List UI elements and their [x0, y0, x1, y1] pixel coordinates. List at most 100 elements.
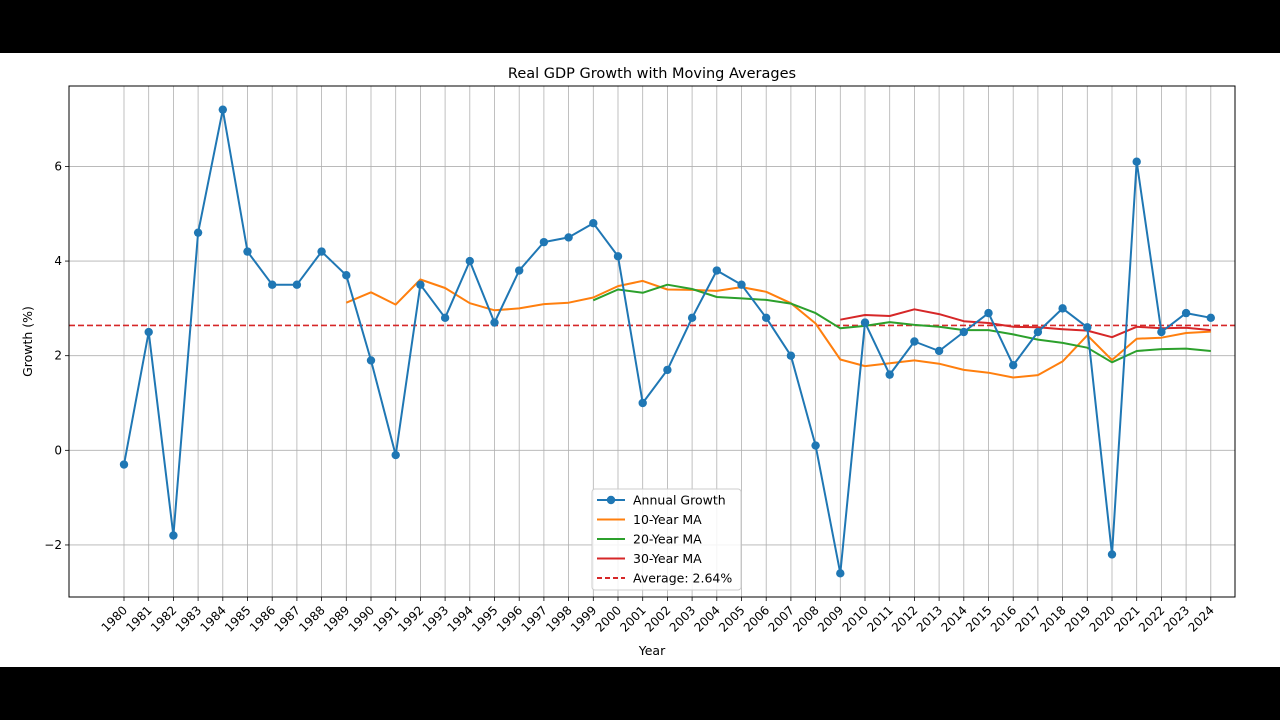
x-tick-label: 1996: [494, 603, 525, 634]
x-tick-label: 1995: [469, 603, 500, 634]
data-point: [836, 569, 845, 578]
data-point: [786, 351, 796, 360]
y-tick-label: 4: [54, 254, 62, 268]
data-point: [687, 313, 697, 323]
data-point: [268, 280, 277, 289]
data-point: [539, 237, 549, 247]
data-point: [342, 271, 351, 280]
x-tick-label: 1994: [444, 603, 475, 634]
legend-label-average-2-64: Average: 2.64%: [633, 571, 732, 586]
data-point: [366, 356, 376, 365]
y-axis-ticks: −2 0 2 4 6: [44, 159, 69, 552]
x-tick-label: 2011: [864, 603, 895, 634]
legend-box: [591, 488, 742, 591]
data-point: [416, 280, 425, 289]
x-tick-label: 1999: [568, 603, 599, 634]
y-axis-label: Growth (%): [20, 306, 35, 377]
y-tick-label: 0: [54, 443, 62, 457]
legend: Annual Growth 10-Year MA 20-Year MA 30-Year…: [591, 488, 742, 591]
data-point: [959, 327, 968, 337]
x-tick-label: 2018: [1037, 603, 1068, 634]
x-tick-label: 1998: [543, 603, 574, 634]
x-tick-label: 2015: [963, 603, 994, 634]
data-point: [1206, 313, 1216, 323]
x-tick-label: 1983: [173, 603, 204, 634]
x-tick-label: 2008: [790, 603, 821, 634]
data-point: [934, 346, 944, 356]
legend-label-annual-growth: Annual Growth: [633, 493, 726, 508]
data-point: [762, 313, 771, 323]
data-point: [292, 280, 302, 289]
data-point: [1083, 323, 1092, 332]
data-point: [515, 266, 524, 275]
data-point: [712, 266, 721, 275]
x-tick-label: 1993: [420, 603, 451, 634]
x-tick-label: 2019: [1062, 603, 1093, 634]
data-point: [169, 531, 178, 540]
x-tick-label: 1987: [272, 603, 303, 634]
data-point: [1107, 550, 1117, 559]
x-tick-label: 2020: [1087, 603, 1118, 634]
data-point: [1132, 157, 1141, 166]
x-tick-label: 2006: [741, 603, 772, 634]
data-point: [490, 318, 499, 327]
30-year-ma-series: [840, 308, 1211, 339]
x-tick-label: 1981: [123, 603, 154, 634]
x-tick-label: 2016: [988, 603, 1019, 634]
data-point: [589, 219, 598, 228]
x-tick-label: 2004: [691, 603, 722, 634]
y-tick-label: 2: [54, 349, 62, 363]
x-axis-label: Year: [638, 643, 666, 658]
x-tick-label: 2005: [716, 603, 747, 634]
data-point: [119, 460, 129, 469]
data-point: [1058, 304, 1067, 313]
x-tick-label: 1980: [99, 603, 130, 634]
20-year-ma-line: [592, 283, 1211, 364]
x-tick-label: 1988: [296, 603, 327, 634]
legend-label-20-year-ma: 20-Year MA: [633, 532, 702, 547]
10-year-ma-series: [345, 278, 1211, 379]
x-tick-label: 1985: [222, 603, 253, 634]
x-tick-label: 2022: [1136, 603, 1167, 634]
y-tick-label: −2: [44, 538, 62, 552]
x-tick-label: 2014: [938, 603, 969, 634]
data-point: [1033, 327, 1043, 337]
x-tick-label: 1991: [370, 603, 401, 634]
legend-label-10-year-ma: 10-Year MA: [633, 512, 702, 527]
chart-title: Real GDP Growth with Moving Averages: [508, 66, 796, 82]
x-tick-label: 2009: [815, 603, 846, 634]
x-tick-label: 1992: [395, 603, 426, 634]
x-tick-label: 2013: [914, 603, 945, 634]
data-point: [910, 337, 919, 346]
data-point: [564, 233, 573, 242]
x-tick-label: 2023: [1161, 603, 1192, 634]
x-tick-label: 2003: [667, 603, 698, 634]
legend-marker-annual-growth: [606, 495, 616, 505]
data-point: [193, 228, 203, 237]
x-tick-label: 2010: [840, 603, 871, 634]
x-tick-label: 2001: [617, 603, 648, 634]
x-tick-label: 1989: [321, 603, 352, 634]
x-tick-label: 1990: [346, 603, 377, 634]
y-tick-label: 6: [54, 159, 62, 173]
x-tick-label: 2007: [766, 603, 797, 634]
data-point: [1157, 327, 1166, 337]
10-year-ma-line: [345, 278, 1211, 379]
20-year-ma-series: [592, 283, 1211, 364]
data-point: [1009, 360, 1018, 370]
legend-label-30-year-ma: 30-Year MA: [633, 551, 702, 566]
data-point: [737, 280, 746, 289]
data-point: [465, 256, 474, 266]
data-point: [811, 441, 820, 450]
data-point: [440, 313, 450, 323]
data-point: [144, 327, 153, 337]
data-point: [218, 105, 227, 114]
data-point: [391, 450, 400, 460]
x-tick-label: 2017: [1013, 603, 1044, 634]
x-tick-label: 2012: [889, 603, 920, 634]
data-point: [984, 308, 993, 318]
chart-frame: −2 0 2 4 6 1980 1981 1982 1983 1984 1985 1986 1987 1…: [0, 53, 1280, 667]
x-tick-label: 2002: [642, 603, 673, 634]
data-point: [663, 365, 672, 375]
